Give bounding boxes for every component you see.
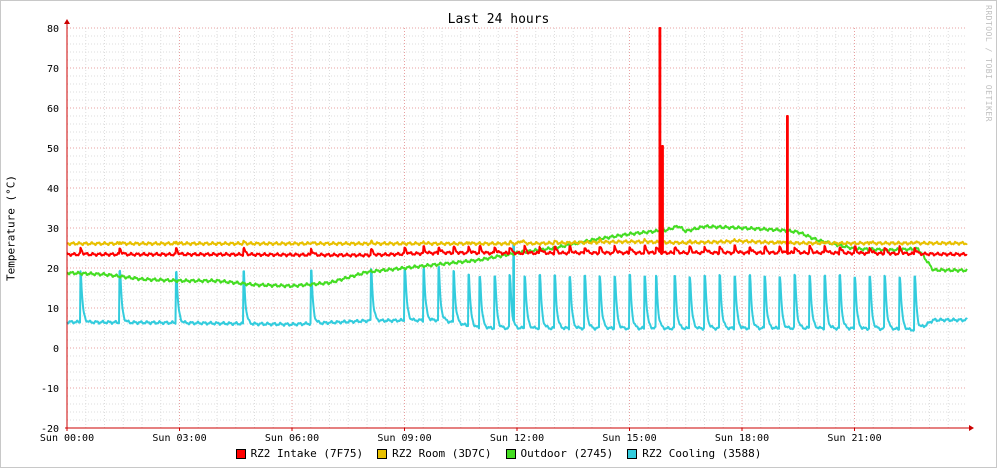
- y-tick-label: 10: [47, 304, 59, 315]
- y-tick-label: 0: [53, 344, 59, 355]
- x-tick-label: Sun 18:00: [715, 433, 769, 444]
- legend-swatch-cooling: [627, 448, 638, 459]
- legend-label: RZ2 Cooling (3588): [642, 447, 762, 460]
- x-tick-label: Sun 00:00: [40, 433, 94, 444]
- legend: RZ2 Intake (7F75) RZ2 Room (3D7C) Outdoo…: [0, 447, 997, 460]
- legend-swatch-outdoor: [505, 448, 516, 459]
- x-tick-label: Sun 21:00: [827, 433, 881, 444]
- series-line: [66, 243, 968, 332]
- x-tick-label: Sun 09:00: [377, 433, 431, 444]
- legend-item: Outdoor (2745): [505, 447, 614, 460]
- y-tick-label: -20: [41, 424, 59, 435]
- x-tick-label: Sun 12:00: [490, 433, 544, 444]
- legend-item: RZ2 Cooling (3588): [627, 447, 761, 460]
- y-tick-label: 60: [47, 104, 59, 115]
- y-tick-label: 20: [47, 264, 59, 275]
- legend-item: RZ2 Room (3D7C): [377, 447, 492, 460]
- x-tick-label: Sun 03:00: [152, 433, 206, 444]
- y-tick-label: 30: [47, 224, 59, 235]
- rrdtool-watermark: RRDTOOL / TOBI OETIKER: [984, 5, 993, 122]
- legend-label: RZ2 Intake (7F75): [250, 447, 364, 460]
- y-tick-label: 70: [47, 64, 59, 75]
- legend-label: Outdoor (2745): [520, 447, 614, 460]
- series-line: [66, 237, 968, 247]
- x-axis-arrow: [969, 425, 974, 431]
- series-line: [66, 224, 968, 289]
- y-tick-label: 80: [47, 24, 59, 35]
- legend-item: RZ2 Intake (7F75): [235, 447, 364, 460]
- y-tick-label: -10: [41, 384, 59, 395]
- legend-label: RZ2 Room (3D7C): [392, 447, 492, 460]
- legend-swatch-room: [377, 448, 388, 459]
- x-tick-label: Sun 06:00: [265, 433, 319, 444]
- y-tick-label: 40: [47, 184, 59, 195]
- legend-swatch-intake: [235, 448, 246, 459]
- y-tick-label: 50: [47, 144, 59, 155]
- x-tick-label: Sun 15:00: [602, 433, 656, 444]
- chart-title: Last 24 hours: [447, 12, 550, 27]
- series-line: [66, 27, 968, 258]
- y-axis-arrow: [64, 19, 70, 24]
